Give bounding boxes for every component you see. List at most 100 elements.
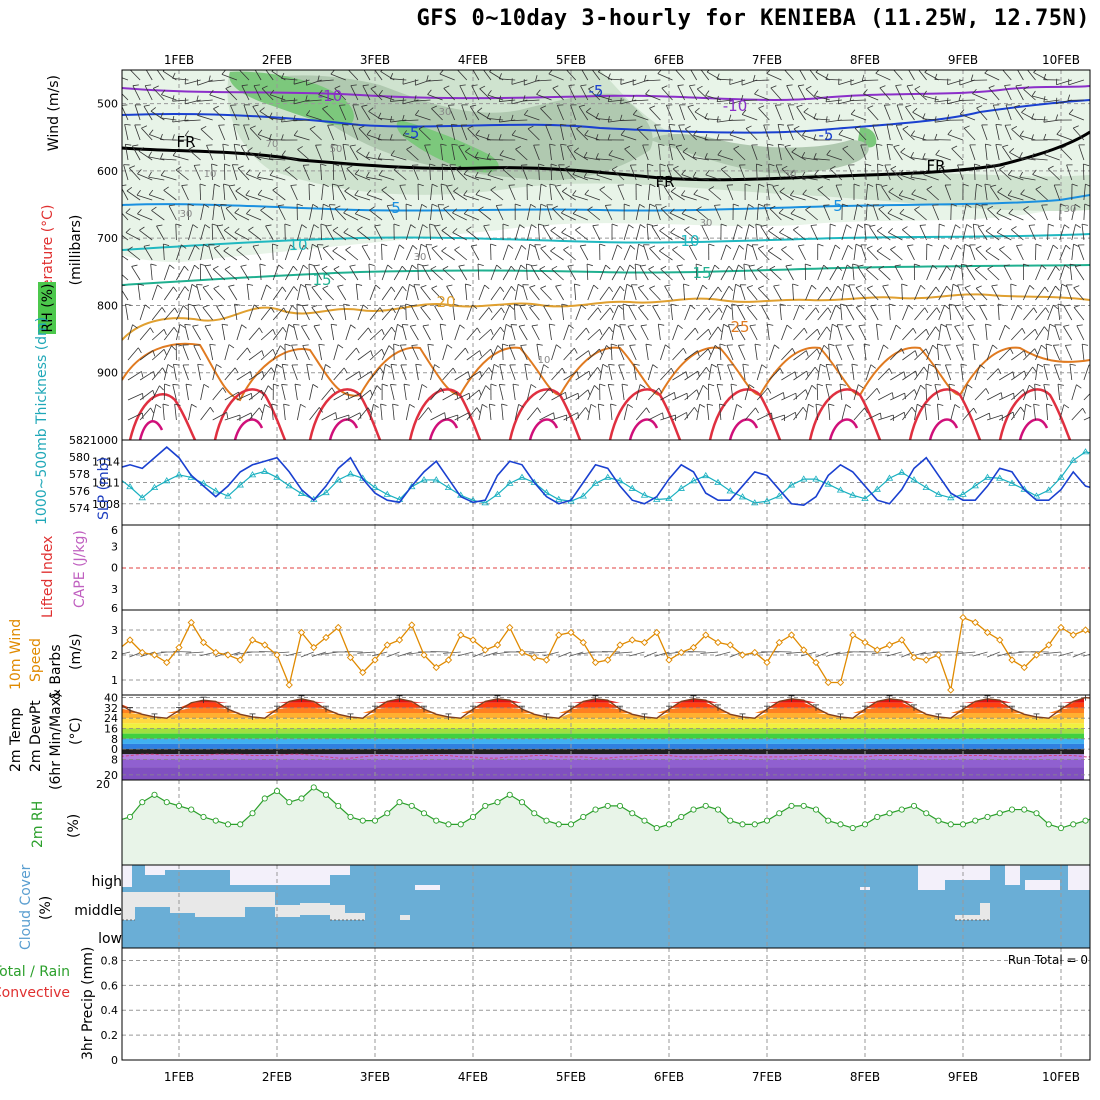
thickness-point xyxy=(1057,473,1065,480)
wind-barb xyxy=(477,264,480,281)
wind-barb xyxy=(972,344,976,361)
wind-speed-point xyxy=(885,641,894,649)
wind-barb xyxy=(197,364,201,381)
wind-barb-flag xyxy=(748,384,755,389)
wind-barb xyxy=(393,244,400,261)
wind-barb xyxy=(489,404,492,421)
wind-barb-flag xyxy=(902,226,908,230)
wind-barb-flag xyxy=(936,307,941,313)
wind-barb-flag xyxy=(163,349,167,356)
wind-barb xyxy=(526,224,532,241)
wind-barb-flag xyxy=(737,304,744,307)
wind-barb-flag xyxy=(349,144,356,147)
wind-barb-flag xyxy=(867,183,874,187)
wind-barb-flag xyxy=(805,85,812,90)
wind-speed-point xyxy=(126,636,134,644)
wind-barb-flag xyxy=(1017,304,1023,310)
wind-barb-flag xyxy=(693,130,698,136)
rh-point xyxy=(874,813,881,821)
wind-barb-flag xyxy=(633,363,640,366)
wind-speed-point xyxy=(432,663,440,672)
wind-barb-flag xyxy=(486,153,490,159)
wind-barb-flag xyxy=(164,383,171,387)
wind-barb xyxy=(163,189,177,201)
wind-barb-flag xyxy=(628,304,635,307)
wind-barb xyxy=(878,392,893,401)
wind-barb-flag xyxy=(619,114,623,121)
wind-barb xyxy=(354,173,371,181)
wind-barb-flag xyxy=(213,285,220,289)
slp-tick: 1008 xyxy=(92,498,120,511)
wind-barb-flag xyxy=(925,383,932,387)
wind-barb xyxy=(434,305,443,321)
wind-barb-flag xyxy=(253,84,260,87)
wind-barb xyxy=(611,305,619,321)
wind-barb xyxy=(185,384,189,401)
wind-barb xyxy=(212,364,217,381)
wind-speed-point xyxy=(1069,631,1077,639)
wind-barb xyxy=(829,285,839,301)
precip-tick: 0.4 xyxy=(101,1004,119,1017)
thickness-point xyxy=(163,477,171,484)
wind-barb-flag xyxy=(370,371,374,378)
wind-barb-flag xyxy=(192,224,198,229)
wind-barb-flag xyxy=(388,345,394,351)
wind-barb-flag xyxy=(293,97,295,104)
wind-barb xyxy=(291,364,298,381)
wind-barb xyxy=(813,118,830,121)
wind-barb-flag xyxy=(1082,408,1086,414)
wind-barb-flag xyxy=(161,89,166,95)
wind-barb xyxy=(306,364,310,381)
wind-barb-flag xyxy=(895,324,901,330)
contour-label: -5 xyxy=(589,82,604,100)
wind-barb xyxy=(1032,174,1048,181)
wind-barb xyxy=(696,328,709,341)
wind-barb-flag xyxy=(561,367,566,374)
wind-barb-flag xyxy=(961,263,968,266)
wind-speed-point xyxy=(506,623,514,632)
wind-barb-flag xyxy=(761,304,768,307)
wind-barb-flag xyxy=(272,349,276,355)
temp-band xyxy=(122,749,1090,755)
rh-point xyxy=(469,813,477,821)
wind-barb xyxy=(738,345,746,361)
wind-barb xyxy=(681,174,697,181)
wind-barb-flag xyxy=(925,329,930,335)
surface-wind-barb xyxy=(543,651,559,657)
wind-barb xyxy=(793,406,804,421)
wind-speed-point xyxy=(861,638,869,647)
rh-area xyxy=(122,787,1090,865)
rh-point xyxy=(175,802,183,809)
wind-barb-flag xyxy=(660,265,667,270)
wind-barb xyxy=(316,244,322,261)
wind-barb xyxy=(188,284,193,301)
wind-barb-flag xyxy=(306,363,313,366)
li-tick: 3 xyxy=(111,540,118,553)
wind-barb-flag xyxy=(729,97,731,104)
wind-barb xyxy=(684,407,695,421)
date-label-top: 8FEB xyxy=(850,53,880,67)
wind-barb xyxy=(726,345,734,361)
wind-barb xyxy=(321,412,336,421)
rh-point xyxy=(653,824,660,832)
wind-barb-flag xyxy=(686,412,688,419)
thickness-point xyxy=(150,483,159,490)
wind-barb-flag xyxy=(487,90,492,96)
wind-barb xyxy=(475,176,492,181)
wind-barb-flag xyxy=(476,407,481,413)
wind-barb xyxy=(1057,384,1061,401)
wind-speed-point xyxy=(726,641,734,649)
rh-point xyxy=(91,822,96,827)
wind-barb xyxy=(422,325,431,341)
wind-barb-flag xyxy=(1020,406,1025,413)
wind-barb xyxy=(208,244,214,261)
wind-barb-flag xyxy=(176,343,183,347)
wind-barb xyxy=(240,266,250,281)
wind-barb xyxy=(643,244,649,261)
wind-barb-flag xyxy=(563,246,569,251)
wind-barb-flag xyxy=(876,247,883,252)
wind-barb xyxy=(1063,326,1073,341)
wind-barb-flag xyxy=(373,404,379,408)
wind-barb-flag xyxy=(624,203,630,207)
date-label-bottom: 5FEB xyxy=(556,1070,586,1084)
